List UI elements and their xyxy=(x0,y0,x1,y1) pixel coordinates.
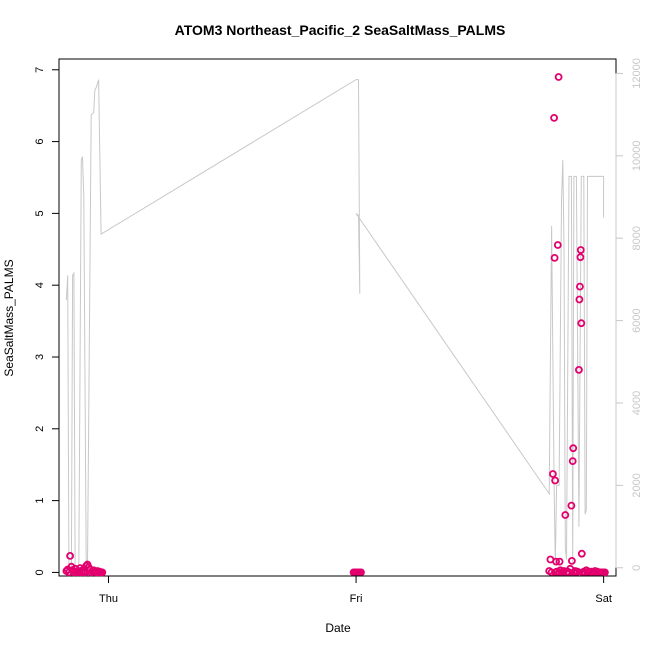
data-point xyxy=(552,557,560,566)
data-point xyxy=(547,568,556,577)
y-tick-label: 7 xyxy=(34,67,46,73)
points-layer xyxy=(62,73,609,577)
y-axis-label: SeaSaltMass_PALMS xyxy=(2,259,16,376)
secondary-series-line xyxy=(65,79,605,568)
data-point xyxy=(576,282,584,291)
data-point xyxy=(550,114,558,122)
data-point xyxy=(357,568,365,577)
y2-tick-label: 12000 xyxy=(631,58,643,89)
y2-tick-label: 4000 xyxy=(631,391,643,415)
data-point xyxy=(601,568,609,577)
data-point xyxy=(576,246,585,254)
data-point xyxy=(576,253,585,262)
data-point xyxy=(554,73,563,81)
y-tick-label: 2 xyxy=(34,426,46,432)
y2-tick-label: 6000 xyxy=(631,308,643,332)
y-tick-label: 3 xyxy=(34,354,46,360)
data-point xyxy=(555,557,564,566)
data-point xyxy=(567,501,576,510)
data-point xyxy=(553,241,562,249)
data-point xyxy=(568,457,577,466)
data-point xyxy=(66,552,74,560)
data-point xyxy=(549,470,557,478)
data-point xyxy=(575,365,583,374)
data-point xyxy=(577,319,586,328)
y2-tick-label: 10000 xyxy=(631,141,643,172)
x-tick-label: Thu xyxy=(99,593,118,605)
x-axis-label: Date xyxy=(325,621,351,635)
chart-title: ATOM3 Northeast_Pacific_2 SeaSaltMass_PA… xyxy=(175,22,506,38)
data-point xyxy=(568,557,576,565)
data-point xyxy=(570,568,578,577)
y2-tick-label: 2000 xyxy=(631,473,643,497)
y2-axis: 0 2000 4000 6000 8000 10000 12000 xyxy=(615,58,643,571)
x-axis: Thu Fri Sat xyxy=(99,575,612,605)
y-axis: 0 1 2 3 4 5 6 7 xyxy=(34,67,60,575)
data-point xyxy=(98,568,107,577)
y2-tick-label: 8000 xyxy=(631,226,643,250)
y-tick-label: 0 xyxy=(34,569,46,575)
secondary-line-layer xyxy=(65,79,605,568)
y-tick-label: 5 xyxy=(34,210,46,216)
plot-frame xyxy=(58,58,617,577)
data-point xyxy=(550,253,559,262)
y-tick-label: 1 xyxy=(34,498,46,504)
data-point xyxy=(575,295,584,304)
x-tick-label: Sat xyxy=(595,593,612,605)
x-tick-label: Fri xyxy=(350,593,363,605)
y-tick-label: 6 xyxy=(34,139,46,145)
y2-tick-label: 0 xyxy=(631,565,643,571)
data-point xyxy=(577,549,586,558)
data-point xyxy=(569,444,578,453)
y-tick-label: 4 xyxy=(34,282,46,288)
data-point xyxy=(561,511,570,519)
data-point xyxy=(551,476,559,485)
